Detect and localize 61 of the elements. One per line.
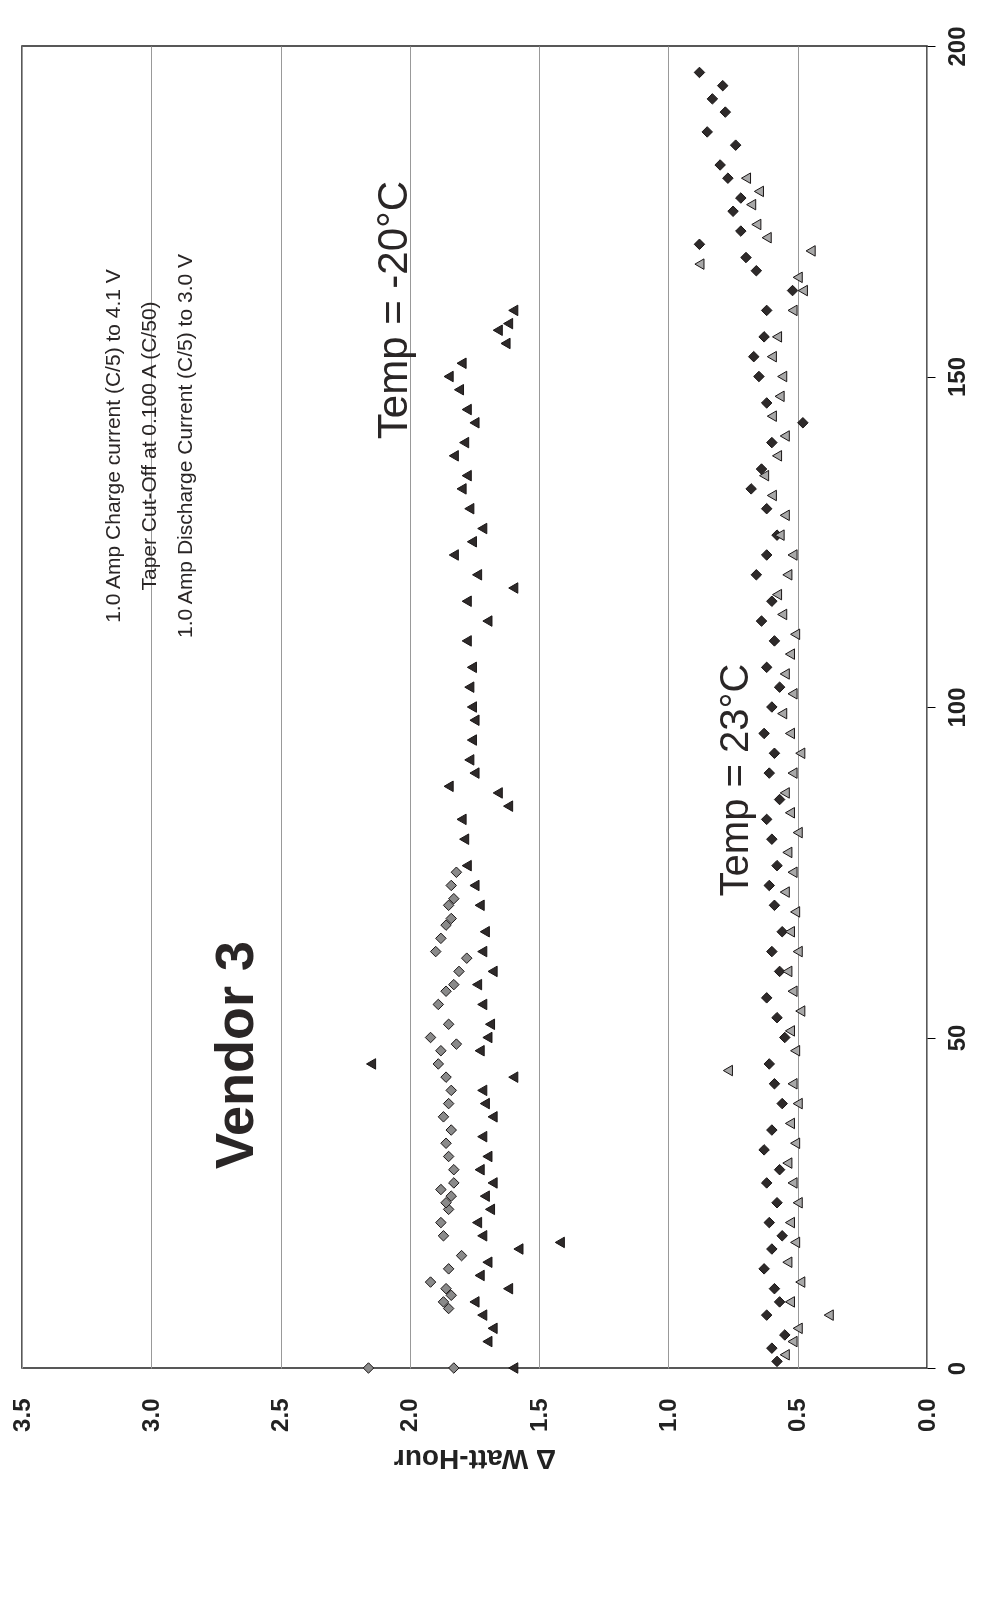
point [440, 1071, 452, 1083]
x-tick-label: 3.5 [7, 1398, 35, 1432]
point [432, 998, 445, 1011]
y-tick-label: 0 [942, 1361, 970, 1376]
point [445, 1084, 457, 1097]
x-axis-title: Δ Watt-Hour [393, 1443, 557, 1475]
point [440, 919, 452, 931]
point [429, 945, 442, 958]
annotation: Temp = 23°C [712, 663, 756, 897]
point [448, 1362, 460, 1374]
x-tick-label: 2.5 [266, 1398, 294, 1432]
point [435, 1044, 447, 1057]
point [442, 1097, 455, 1110]
point [442, 1150, 455, 1163]
x-tick-label: 3.0 [136, 1398, 164, 1432]
point [424, 1031, 437, 1044]
point [442, 1302, 455, 1315]
point [440, 1197, 452, 1209]
point [435, 932, 447, 945]
y-tick-label: 200 [942, 26, 970, 67]
point [448, 892, 460, 905]
point [448, 1177, 460, 1189]
x-tick-label: 0.0 [912, 1398, 940, 1432]
point [437, 1111, 450, 1123]
y-tick-label: 100 [942, 687, 970, 728]
point [440, 1282, 452, 1295]
point [432, 1058, 445, 1070]
point [437, 1230, 450, 1242]
point [445, 1289, 457, 1302]
point [435, 1216, 447, 1229]
point [455, 1249, 468, 1262]
y-tick-label: 50 [942, 1024, 970, 1052]
point [435, 1183, 447, 1196]
point [445, 879, 457, 892]
point [440, 985, 452, 997]
annotation: 1.0 Amp Discharge Current (C/5) to 3.0 V [173, 254, 196, 638]
point [442, 1018, 455, 1031]
text: Vendor 3 [204, 940, 264, 1170]
annotation: 1.0 Amp Charge current (C/5) to 4.1 V [101, 269, 124, 623]
point [448, 1163, 460, 1176]
x-tick-label: 0.5 [783, 1398, 811, 1432]
x-tick-label: 1.0 [653, 1398, 681, 1432]
point [437, 1296, 450, 1308]
annotation: Taper Cut-Off at 0.100 A (C/50) [137, 301, 160, 591]
annotation: Temp = -20°C [369, 180, 416, 440]
x-tick-label: 2.0 [395, 1398, 423, 1432]
y-tick-label: 150 [942, 356, 970, 398]
x-tick-label: 1.5 [524, 1398, 552, 1432]
point [450, 866, 463, 878]
point [442, 1263, 455, 1275]
point [445, 1190, 457, 1202]
point [424, 1276, 437, 1288]
point [445, 1124, 457, 1136]
point [461, 952, 473, 964]
point [362, 1362, 375, 1374]
point [440, 1137, 452, 1149]
point [448, 978, 460, 991]
point [442, 899, 455, 912]
point [445, 912, 457, 925]
point [450, 1038, 463, 1050]
point [453, 965, 465, 978]
